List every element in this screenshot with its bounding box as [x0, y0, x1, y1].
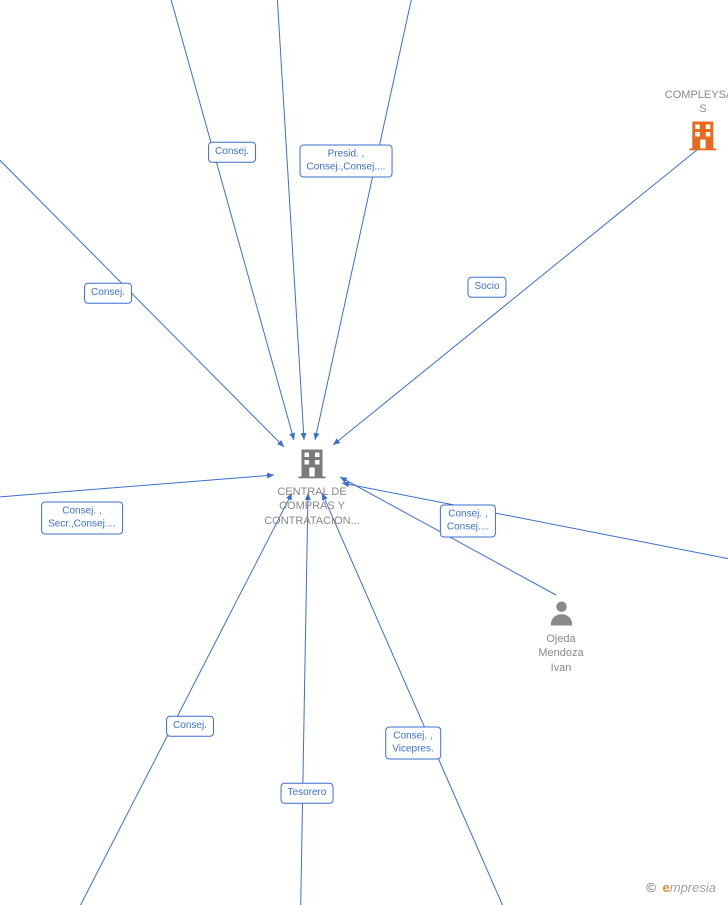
building-icon — [685, 117, 721, 153]
node-compleysar[interactable]: COMPLEYSAR S — [665, 88, 728, 157]
edge-line — [60, 493, 292, 905]
edge-label[interactable]: Consej. , Secr.,Consej.... — [41, 502, 123, 535]
watermark-rest: mpresia — [670, 880, 716, 895]
node-center[interactable]: CENTRAL DE COMPRAS Y CONTRATACION... — [257, 445, 367, 528]
edge-label[interactable]: Presid. , Consej.,Consej.... — [300, 145, 393, 178]
watermark-e: e — [663, 880, 670, 895]
edge-line — [0, 120, 284, 447]
copyright-symbol: © — [646, 880, 656, 895]
node-label: COMPLEYSAR S — [665, 88, 728, 117]
edge-line — [315, 0, 420, 440]
watermark: © empresia — [646, 880, 716, 895]
node-ojeda[interactable]: Ojeda Mendoza Ivan — [534, 598, 589, 675]
person-icon — [546, 598, 576, 628]
edge-line — [342, 483, 728, 560]
edge-label[interactable]: Consej. — [84, 283, 132, 304]
edge-line — [0, 475, 274, 500]
edge-label[interactable]: Socio — [467, 277, 506, 298]
edge-line — [300, 493, 308, 905]
node-label: Ojeda Mendoza Ivan — [534, 632, 589, 675]
building-icon — [294, 445, 330, 481]
edge-line — [275, 0, 304, 440]
edge-line — [322, 493, 520, 905]
edge-line — [160, 0, 294, 440]
edge-label[interactable]: Tesorero — [281, 783, 334, 804]
edge-label[interactable]: Consej. — [208, 142, 256, 163]
edge-line — [333, 145, 703, 445]
edge-label[interactable]: Consej. — [166, 716, 214, 737]
diagram-canvas: CENTRAL DE COMPRAS Y CONTRATACION... COMP… — [0, 0, 728, 905]
edge-label[interactable]: Consej. , Consej.... — [440, 505, 496, 538]
edge-label[interactable]: Consej. , Vicepres. — [385, 727, 441, 760]
node-label: CENTRAL DE COMPRAS Y CONTRATACION... — [257, 485, 367, 528]
